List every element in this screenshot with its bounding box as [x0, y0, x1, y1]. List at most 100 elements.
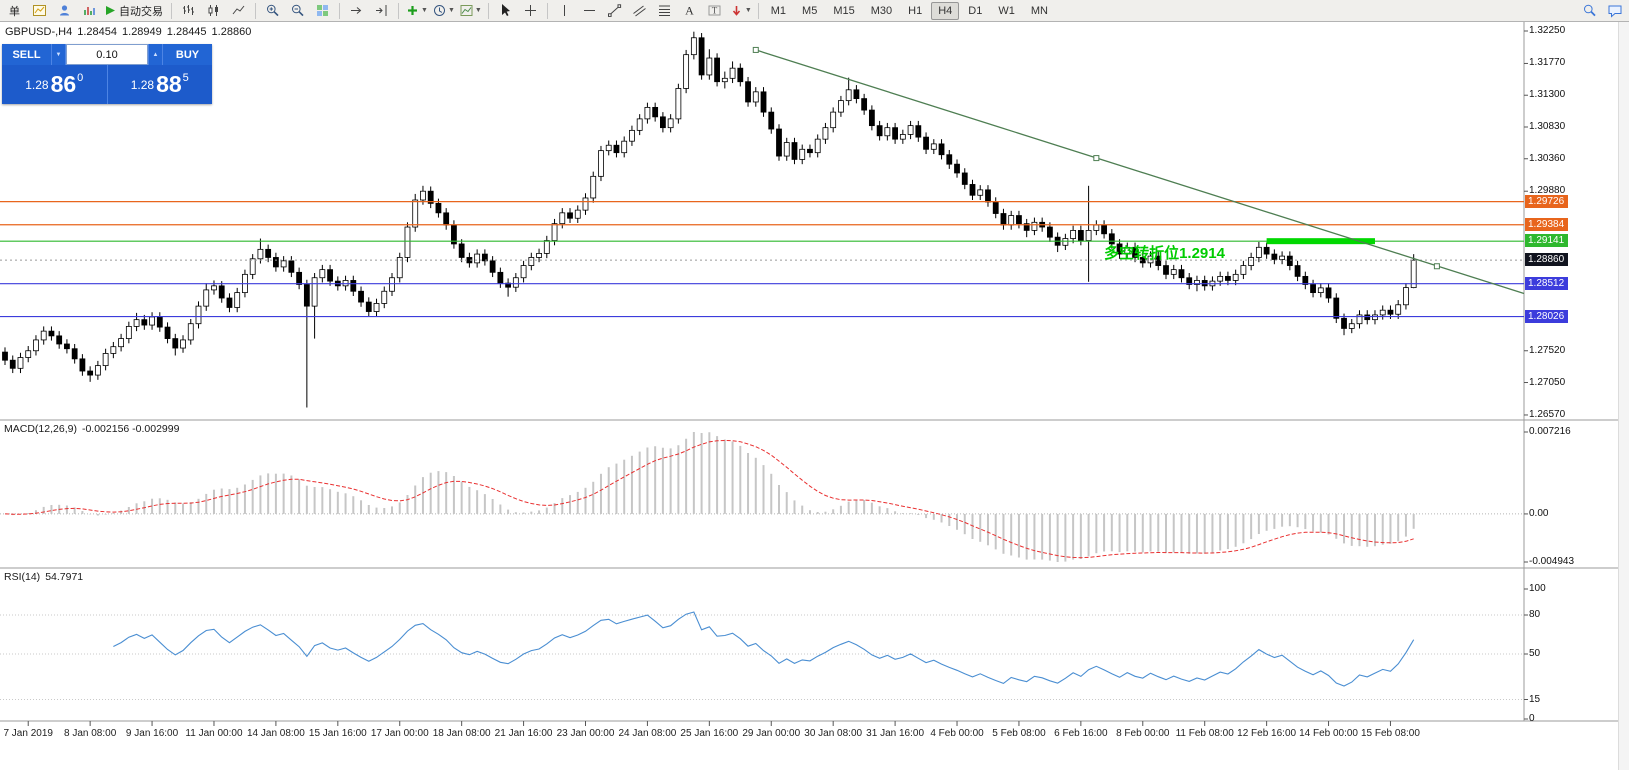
zoom-in-icon: [267, 4, 279, 17]
axis-label: 0.007216: [1529, 426, 1571, 437]
crosshair-tool-button[interactable]: [519, 0, 542, 21]
volume-input[interactable]: [66, 44, 148, 65]
tile-windows-button[interactable]: [311, 0, 334, 21]
axis-label: 0.00: [1529, 507, 1549, 519]
profiles-button[interactable]: [53, 0, 76, 21]
macd-signal-line: [4, 439, 1414, 559]
timeframe-m5[interactable]: M5: [802, 4, 818, 17]
sell-price-base: 1.28: [25, 77, 49, 92]
new-chart-button[interactable]: [28, 0, 51, 21]
timeframe-mn[interactable]: MN: [1030, 4, 1048, 17]
buy-button[interactable]: BUY: [163, 44, 212, 65]
periods-button[interactable]: ▼: [431, 0, 456, 21]
buy-price-big: 88: [156, 71, 182, 97]
sell-price-big: 86: [50, 71, 77, 97]
auto-scroll-button[interactable]: [345, 0, 368, 21]
axis-label: 1.28512: [1525, 276, 1569, 290]
zoom-in-button[interactable]: [261, 0, 284, 21]
sell-price[interactable]: 1.28 86 0: [2, 65, 107, 104]
text-tool[interactable]: A: [678, 0, 701, 21]
trendline-icon: [607, 4, 621, 17]
autotrading-label: 自动交易: [119, 5, 163, 18]
buy-price[interactable]: 1.28 88 5: [106, 65, 213, 104]
axis-label: 21 Jan 16:00: [494, 728, 553, 739]
macd-histogram: [4, 432, 1415, 562]
trendline-handle[interactable]: [752, 46, 759, 53]
sell-dropdown-arrow[interactable]: ▼: [51, 44, 66, 65]
add-indicator-icon: [408, 6, 417, 15]
macd-title: MACD(12,26,9): [4, 423, 77, 435]
arrow-icon: [732, 6, 740, 16]
axis-label: 12 Feb 16:00: [1237, 728, 1297, 739]
horizontal-line-tool[interactable]: [578, 0, 601, 21]
fibonacci-tool[interactable]: [653, 0, 676, 21]
autotrading-button[interactable]: 自动交易: [103, 0, 166, 21]
market-watch-button[interactable]: [78, 0, 101, 21]
zoom-out-icon: [292, 4, 304, 17]
bar-high: 1.28949: [122, 26, 162, 38]
scrollbar[interactable]: [1618, 22, 1629, 770]
indicators-dropdown-arrow: ▼: [421, 7, 428, 14]
turning-point-highlight-bar[interactable]: [1266, 238, 1375, 245]
axis-label: 0: [1529, 713, 1535, 724]
axis-label: 7 Jan 2019: [3, 728, 53, 739]
timeframe-m30[interactable]: M30: [870, 4, 893, 17]
search-button[interactable]: [1578, 0, 1601, 21]
axis-label: 1.29141: [1525, 234, 1569, 248]
bar-chart-button[interactable]: [177, 0, 200, 21]
axis-label: 17 Jan 00:00: [370, 728, 429, 739]
zoom-out-button[interactable]: [286, 0, 309, 21]
sell-button[interactable]: SELL: [2, 44, 51, 65]
timeframe-m1[interactable]: M1: [770, 4, 787, 17]
candlestick-chart-button[interactable]: [202, 0, 225, 21]
text-label-tool[interactable]: T: [703, 0, 726, 21]
candlestick-series: [2, 31, 1417, 408]
axis-label: 1.30360: [1529, 152, 1566, 164]
bar-chart-icon: [183, 5, 194, 15]
vertical-line-tool[interactable]: [553, 0, 576, 21]
axis-label: 1.29384: [1525, 217, 1569, 231]
descending-trendline[interactable]: [755, 49, 1525, 295]
templates-dropdown-arrow: ▼: [474, 7, 482, 14]
templates-button[interactable]: ▼: [458, 0, 483, 21]
axis-label: 1.30830: [1529, 120, 1566, 132]
trendline-handle[interactable]: [1433, 263, 1440, 270]
timeframe-d1[interactable]: D1: [968, 4, 983, 17]
axis-label: 4 Feb 00:00: [930, 728, 984, 739]
svg-text:A: A: [685, 4, 694, 18]
cursor-tool-button[interactable]: [494, 0, 517, 21]
toolbar-separator: [171, 2, 172, 19]
axis-label: 1.28026: [1525, 309, 1569, 323]
new-chart-icon: [33, 5, 46, 16]
axis-label: 11 Jan 00:00: [185, 728, 243, 739]
trendline-handle[interactable]: [1093, 155, 1100, 162]
new-order-button[interactable]: 单: [3, 0, 26, 21]
arrows-tool[interactable]: ▼: [728, 0, 753, 21]
tile-windows-icon: [317, 5, 328, 16]
timeframe-m15[interactable]: M15: [833, 4, 855, 17]
indicators-button[interactable]: ▼: [404, 0, 429, 21]
axis-label: 1.32250: [1529, 25, 1566, 36]
line-chart-button[interactable]: [227, 0, 250, 21]
timeframe-h4[interactable]: H4: [931, 1, 960, 20]
channel-tool[interactable]: [628, 0, 651, 21]
new-order-label: 单: [9, 5, 20, 18]
axis-label: 24 Jan 08:00: [618, 728, 677, 739]
volume-up-arrow[interactable]: ▲: [148, 44, 163, 65]
timeframe-w1[interactable]: W1: [998, 4, 1015, 17]
rsi-title: RSI(14): [4, 571, 41, 583]
template-icon: [460, 5, 473, 16]
timeframe-h1[interactable]: H1: [908, 4, 923, 17]
turning-point-annotation[interactable]: 多空转折位1.2914: [1104, 244, 1226, 262]
buy-price-base: 1.28: [130, 77, 155, 92]
auto-scroll-icon: [351, 7, 362, 14]
chart-shift-button[interactable]: [370, 0, 393, 21]
toolbar-separator: [487, 2, 489, 19]
axis-label: 14 Feb 00:00: [1299, 728, 1358, 739]
chart-shift-icon: [376, 5, 387, 16]
trendline-tool[interactable]: [603, 0, 626, 21]
community-button[interactable]: [1603, 0, 1626, 21]
axis-label: 6 Feb 16:00: [1054, 728, 1108, 739]
axis-label: 15: [1529, 693, 1541, 705]
